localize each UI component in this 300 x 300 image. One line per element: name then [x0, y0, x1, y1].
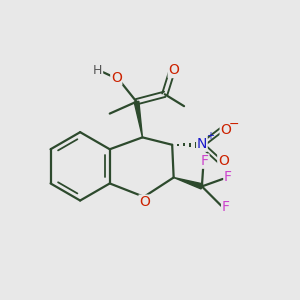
- Text: F: F: [201, 154, 209, 168]
- Text: O: O: [218, 154, 229, 168]
- Text: F: F: [222, 200, 230, 214]
- Text: F: F: [224, 170, 232, 184]
- Text: N: N: [197, 137, 207, 151]
- Polygon shape: [174, 178, 203, 189]
- Text: −: −: [228, 118, 239, 131]
- Text: O: O: [139, 195, 150, 209]
- Text: O: O: [111, 71, 122, 85]
- Text: O: O: [168, 64, 179, 77]
- Text: +: +: [206, 131, 214, 142]
- Text: H: H: [93, 64, 103, 77]
- Text: O: O: [220, 123, 231, 137]
- Polygon shape: [134, 101, 142, 137]
